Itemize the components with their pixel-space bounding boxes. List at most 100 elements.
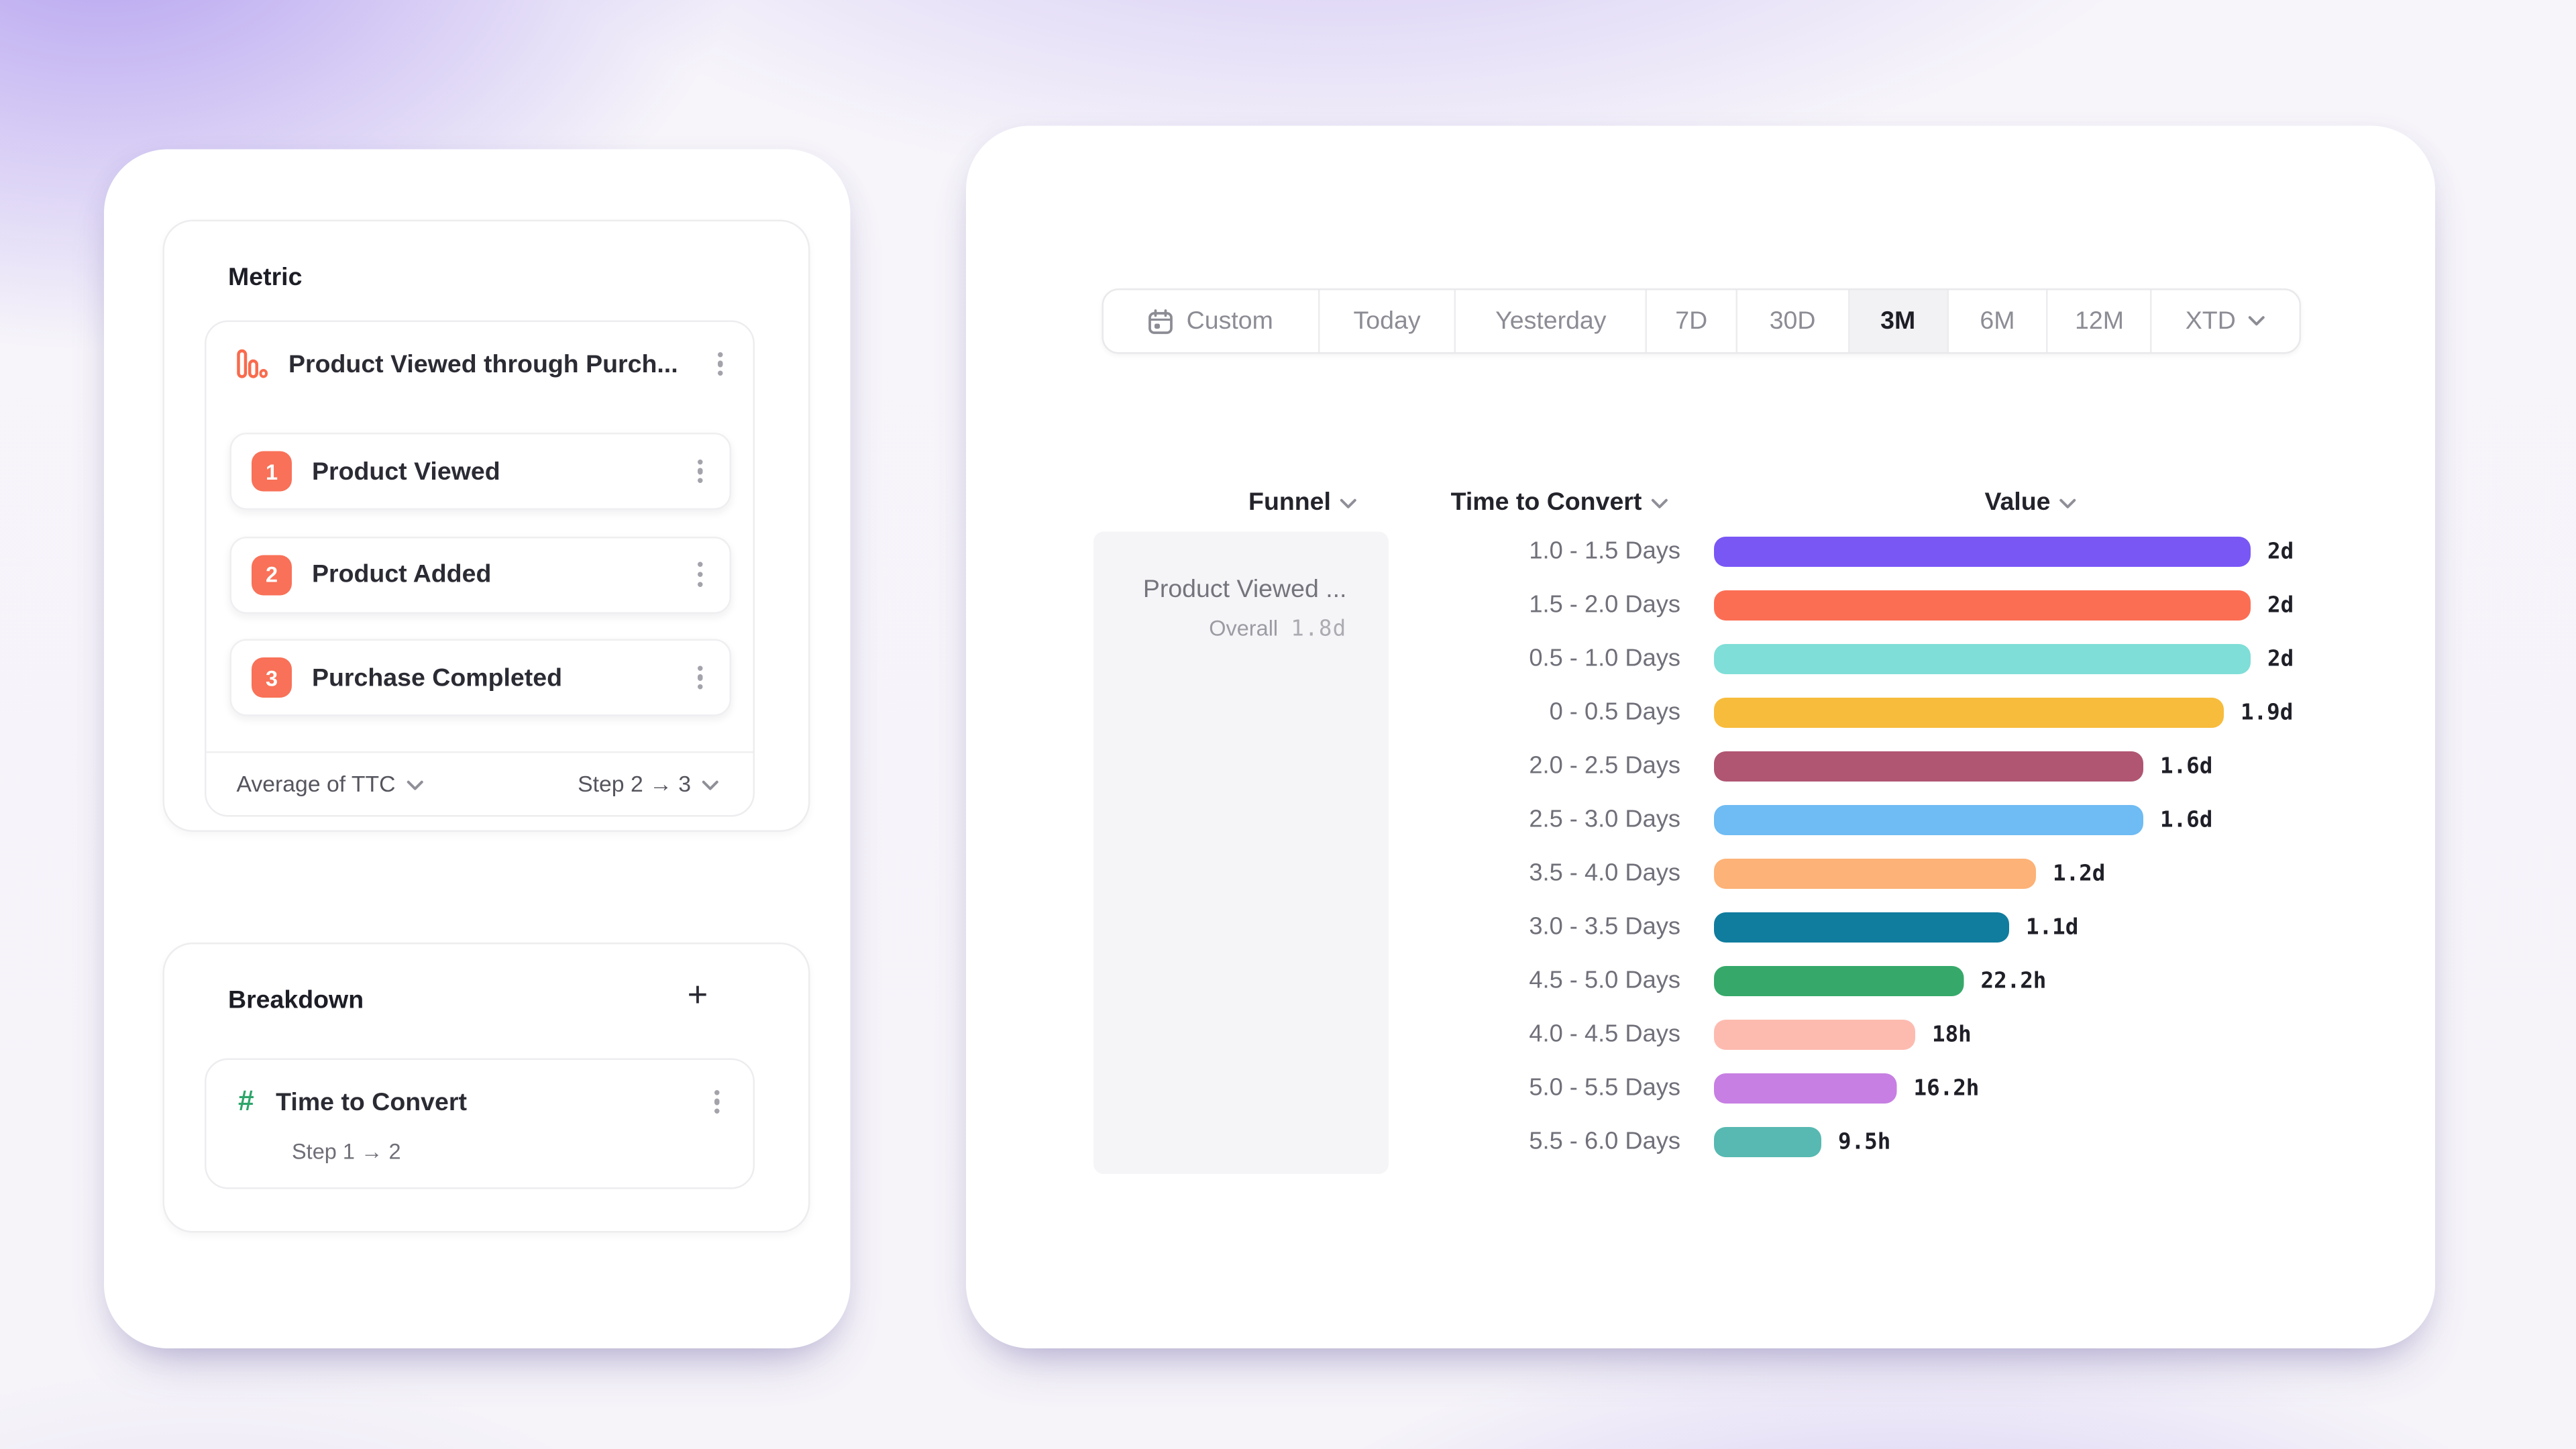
value-bar[interactable] (1714, 1073, 1897, 1104)
step-range-dropdown-label: Step 2 → 3 (578, 771, 691, 797)
column-header-time-to-convert[interactable]: Time to Convert (1451, 488, 1669, 517)
chevron-down-icon (1339, 488, 1358, 517)
date-range-3m[interactable]: 3M (1849, 290, 1948, 352)
column-header-label: Value (1984, 488, 2051, 517)
kebab-menu-icon[interactable] (711, 345, 730, 382)
date-range-label: Today (1353, 307, 1421, 336)
value-bar[interactable] (1714, 698, 2224, 728)
measure-dropdown-label: Average of TTC (236, 771, 396, 797)
value-label: 2d (2267, 592, 2294, 619)
bucket-label: 0 - 0.5 Days (1549, 699, 1680, 727)
step-number-badge: 2 (252, 554, 292, 595)
chevron-down-icon (701, 771, 720, 797)
chart-row: 4.5 - 5.0 Days 22.2h (966, 955, 2435, 1008)
breakdown-item-subtitle: Step 1 → 2 (292, 1138, 401, 1165)
value-label: 9.5h (1838, 1129, 1891, 1155)
value-label: 2d (2267, 646, 2294, 672)
number-property-icon: # (238, 1085, 254, 1118)
kebab-menu-icon[interactable] (708, 1083, 727, 1120)
add-breakdown-button[interactable]: + (687, 976, 708, 1015)
chevron-down-icon (2247, 315, 2266, 327)
kebab-menu-icon[interactable] (691, 659, 710, 696)
funnel-step-1[interactable]: 1 Product Viewed (229, 433, 731, 510)
date-range-label: 3M (1880, 307, 1916, 336)
chart-row: 3.5 - 4.0 Days 1.2d (966, 847, 2435, 901)
value-label: 22.2h (1980, 968, 2047, 994)
funnel-definition-header[interactable]: Product Viewed through Purch... (207, 322, 753, 406)
bucket-label: 2.5 - 3.0 Days (1529, 806, 1680, 834)
chart-row: 4.0 - 4.5 Days 18h (966, 1008, 2435, 1062)
chart-panel: Custom Today Yesterday 7D 30D 3M 6M 12M XTD Funn… (966, 125, 2435, 1348)
chart-row: 0.5 - 1.0 Days 2d (966, 633, 2435, 686)
funnel-step-3[interactable]: 3 Purchase Completed (229, 639, 731, 716)
value-bar[interactable] (1714, 644, 2251, 674)
bucket-label: 4.0 - 4.5 Days (1529, 1021, 1680, 1049)
bucket-label: 5.5 - 6.0 Days (1529, 1128, 1680, 1156)
query-builder-panel: Metric Product Viewed through Purch... 1… (104, 149, 851, 1348)
bucket-label: 3.0 - 3.5 Days (1529, 914, 1680, 941)
date-range-30d[interactable]: 30D (1737, 290, 1849, 352)
step-range-dropdown[interactable]: Step 2 → 3 (578, 771, 719, 797)
value-bar[interactable] (1714, 751, 2143, 782)
date-range-label: 30D (1769, 307, 1816, 336)
bucket-label: 2.0 - 2.5 Days (1529, 753, 1680, 780)
metric-title: Metric (228, 263, 303, 292)
column-header-label: Funnel (1248, 488, 1331, 517)
funnel-step-2[interactable]: 2 Product Added (229, 535, 731, 613)
column-header-value[interactable]: Value (1984, 488, 2077, 517)
value-bar[interactable] (1714, 912, 2009, 943)
value-bar[interactable] (1714, 859, 2036, 889)
value-label: 1.6d (2160, 753, 2213, 780)
date-range-xtd[interactable]: XTD (2152, 290, 2299, 353)
chart-row: 2.5 - 3.0 Days 1.6d (966, 794, 2435, 847)
column-header-funnel[interactable]: Funnel (1248, 488, 1358, 517)
breakdown-title: Breakdown (228, 986, 364, 1015)
date-range-label: 6M (1980, 307, 2015, 336)
chevron-down-icon (1650, 488, 1669, 517)
bucket-label: 3.5 - 4.0 Days (1529, 860, 1680, 888)
bucket-label: 0.5 - 1.0 Days (1529, 645, 1680, 673)
date-range-label: 7D (1675, 307, 1708, 336)
date-range-today[interactable]: Today (1320, 290, 1457, 352)
date-range-label: XTD (2185, 307, 2236, 336)
date-range-7d[interactable]: 7D (1647, 290, 1737, 352)
bucket-label: 1.5 - 2.0 Days (1529, 592, 1680, 619)
step-event-label: Purchase Completed (312, 663, 563, 692)
value-bar[interactable] (1714, 537, 2251, 567)
overall-label: Overall (1209, 615, 1279, 641)
value-label: 1.2d (2053, 861, 2106, 887)
step-number-badge: 1 (252, 451, 292, 492)
funnel-definition-footer: Average of TTC Step 2 → 3 (206, 751, 753, 815)
column-header-label: Time to Convert (1450, 488, 1642, 517)
value-bar[interactable] (1714, 590, 2251, 621)
value-label: 18h (1932, 1022, 1972, 1048)
chevron-down-icon (2059, 488, 2078, 517)
value-bar[interactable] (1714, 966, 1964, 996)
chevron-down-icon (405, 771, 424, 797)
bucket-label: 4.5 - 5.0 Days (1529, 967, 1680, 995)
breakdown-item-card[interactable]: # Time to Convert Step 1 → 2 (205, 1058, 755, 1189)
value-label: 16.2h (1913, 1075, 1980, 1102)
chart-row: 1.0 - 1.5 Days 2d (966, 525, 2435, 579)
chart-row: 3.0 - 3.5 Days 1.1d (966, 901, 2435, 955)
date-range-yesterday[interactable]: Yesterday (1456, 290, 1648, 352)
value-bar[interactable] (1714, 1127, 1821, 1157)
date-range-12m[interactable]: 12M (2049, 290, 2153, 352)
funnel-name: Product Viewed through Purch... (288, 350, 678, 378)
value-bar[interactable] (1714, 1020, 1915, 1050)
funnel-definition-card: Product Viewed through Purch... 1 Product… (205, 320, 755, 817)
kebab-menu-icon[interactable] (691, 555, 710, 593)
date-range-label: Custom (1186, 307, 1273, 336)
value-bar[interactable] (1714, 805, 2143, 835)
value-label: 1.1d (2026, 914, 2079, 941)
measure-dropdown[interactable]: Average of TTC (237, 771, 424, 797)
step-number-badge: 3 (252, 657, 292, 698)
chart-row: 5.5 - 6.0 Days 9.5h (966, 1116, 2435, 1169)
chart-row: 2.0 - 2.5 Days 1.6d (966, 740, 2435, 794)
funnel-cell-overall: Overall 1.8d (1117, 616, 1347, 643)
kebab-menu-icon[interactable] (691, 452, 710, 490)
date-range-custom[interactable]: Custom (1104, 290, 1320, 352)
value-label: 1.9d (2241, 700, 2294, 726)
date-range-6m[interactable]: 6M (1948, 290, 2049, 352)
